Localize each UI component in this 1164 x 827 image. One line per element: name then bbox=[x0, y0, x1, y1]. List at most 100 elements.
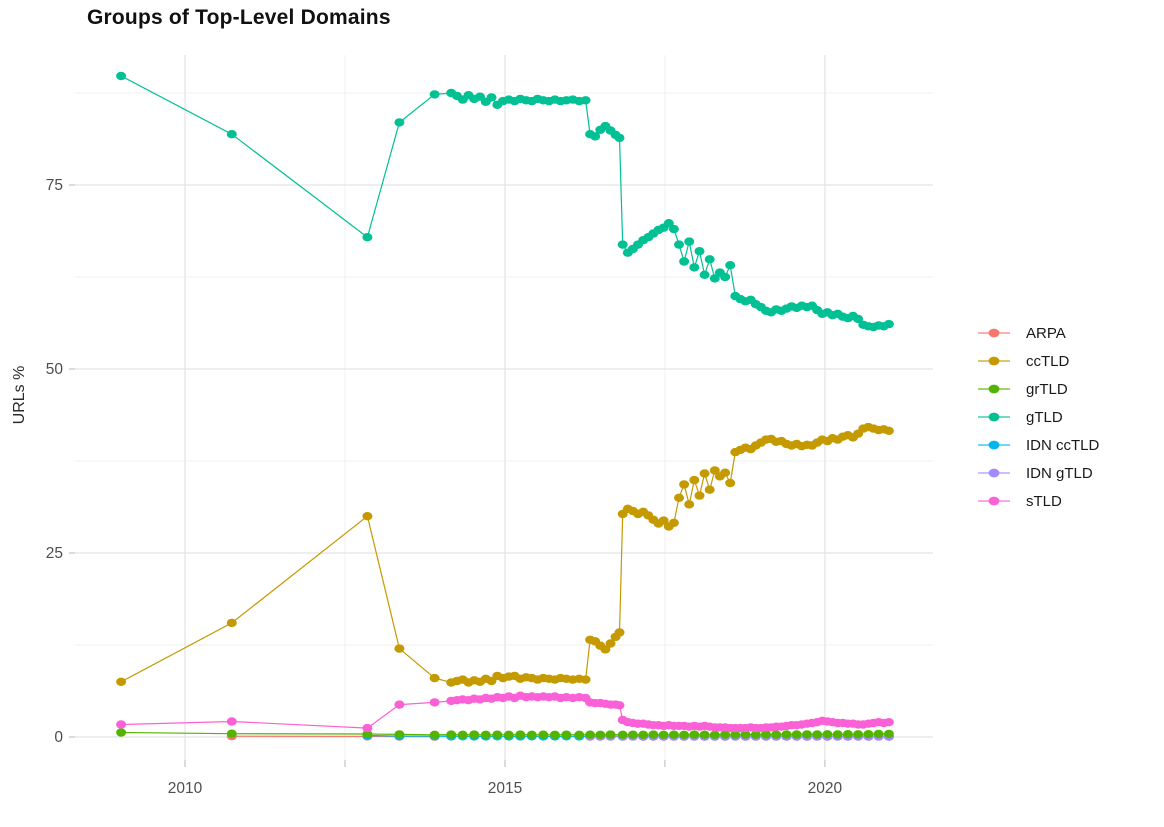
data-point bbox=[638, 730, 649, 739]
data-point bbox=[446, 730, 457, 739]
data-point bbox=[492, 730, 503, 739]
data-point bbox=[694, 491, 705, 500]
data-point bbox=[362, 512, 373, 521]
data-point bbox=[590, 132, 601, 141]
data-point bbox=[674, 240, 684, 249]
data-point bbox=[226, 130, 237, 139]
data-point bbox=[853, 314, 864, 324]
data-point bbox=[429, 673, 440, 683]
data-point bbox=[362, 723, 373, 733]
legend-key-icon bbox=[978, 328, 1010, 338]
data-point bbox=[469, 730, 480, 739]
data-point bbox=[689, 263, 700, 272]
legend-item-stld: sTLD bbox=[976, 487, 1099, 515]
y-axis-title: URLs % bbox=[11, 365, 28, 425]
legend-key-icon bbox=[978, 412, 1010, 422]
data-point bbox=[116, 720, 127, 729]
legend-item-cctld: ccTLD bbox=[976, 347, 1099, 375]
data-point bbox=[709, 466, 720, 475]
data-point bbox=[116, 728, 127, 737]
data-point bbox=[116, 677, 127, 686]
data-point bbox=[226, 729, 237, 738]
legend-key-icon bbox=[978, 384, 1010, 394]
data-point bbox=[853, 730, 864, 739]
data-point bbox=[595, 730, 606, 739]
y-tick-label: 50 bbox=[46, 361, 64, 378]
data-point bbox=[538, 730, 549, 739]
data-point bbox=[842, 730, 853, 739]
data-point bbox=[883, 718, 894, 727]
legend-item-arpa: ARPA bbox=[976, 319, 1099, 347]
data-point bbox=[771, 730, 782, 739]
data-point bbox=[812, 730, 823, 739]
data-point bbox=[684, 500, 695, 509]
data-point bbox=[394, 118, 405, 127]
data-point bbox=[394, 700, 405, 709]
legend-label: IDN ccTLD bbox=[1026, 436, 1100, 454]
data-point bbox=[580, 96, 591, 105]
data-point bbox=[429, 698, 440, 707]
data-point bbox=[617, 240, 628, 249]
data-point bbox=[617, 730, 628, 739]
data-point bbox=[704, 485, 715, 494]
data-point bbox=[627, 730, 638, 739]
data-point bbox=[730, 730, 741, 739]
data-point bbox=[740, 730, 751, 739]
data-point bbox=[605, 730, 616, 739]
legend-label: IDN gTLD bbox=[1026, 464, 1093, 482]
data-point bbox=[614, 628, 625, 637]
data-point bbox=[394, 730, 405, 739]
data-point bbox=[709, 274, 720, 283]
data-point bbox=[394, 644, 405, 653]
data-point bbox=[883, 319, 894, 329]
data-point bbox=[663, 219, 674, 228]
data-point bbox=[704, 255, 715, 264]
legend-key-icon bbox=[978, 468, 1010, 478]
legend-key-icon bbox=[978, 356, 1010, 366]
legend-item-gtld: gTLD bbox=[976, 403, 1099, 431]
chart-title: Groups of Top-Level Domains bbox=[87, 6, 391, 29]
data-point bbox=[668, 730, 679, 739]
legend-key-icon bbox=[978, 496, 1010, 506]
data-point bbox=[750, 730, 761, 739]
legend-label: ARPA bbox=[1026, 324, 1066, 342]
legend-label: ccTLD bbox=[1026, 352, 1070, 370]
data-point bbox=[648, 730, 659, 739]
data-point bbox=[689, 730, 700, 739]
data-point bbox=[709, 730, 720, 739]
data-point bbox=[761, 730, 771, 739]
data-point bbox=[561, 730, 572, 739]
data-point bbox=[684, 237, 695, 246]
data-point bbox=[802, 730, 812, 739]
data-point bbox=[694, 247, 705, 256]
data-point bbox=[668, 518, 679, 527]
y-tick-label: 75 bbox=[46, 177, 63, 194]
y-tick-label: 25 bbox=[46, 545, 63, 562]
data-point bbox=[725, 261, 736, 270]
data-point bbox=[883, 729, 894, 739]
data-point bbox=[226, 618, 237, 628]
data-point bbox=[720, 730, 731, 739]
data-point bbox=[883, 426, 894, 435]
data-point bbox=[549, 730, 560, 739]
data-point bbox=[679, 480, 690, 489]
x-tick-label: 2010 bbox=[168, 780, 203, 797]
data-point bbox=[457, 730, 468, 739]
data-point bbox=[515, 730, 526, 739]
series-gtld bbox=[116, 71, 894, 332]
data-point bbox=[574, 730, 585, 739]
data-point bbox=[679, 730, 690, 739]
data-point bbox=[781, 730, 792, 739]
data-point bbox=[362, 729, 373, 739]
series-cctld bbox=[116, 422, 894, 687]
data-point bbox=[585, 730, 596, 739]
data-point bbox=[486, 93, 497, 102]
legend-label: gTLD bbox=[1026, 408, 1063, 426]
data-point bbox=[116, 71, 127, 81]
legend-item-idn-gtld: IDN gTLD bbox=[976, 459, 1099, 487]
legend-item-idn-cctld: IDN ccTLD bbox=[976, 431, 1099, 459]
x-tick-label: 2015 bbox=[488, 780, 522, 797]
data-point bbox=[873, 729, 884, 739]
data-point bbox=[720, 272, 731, 282]
